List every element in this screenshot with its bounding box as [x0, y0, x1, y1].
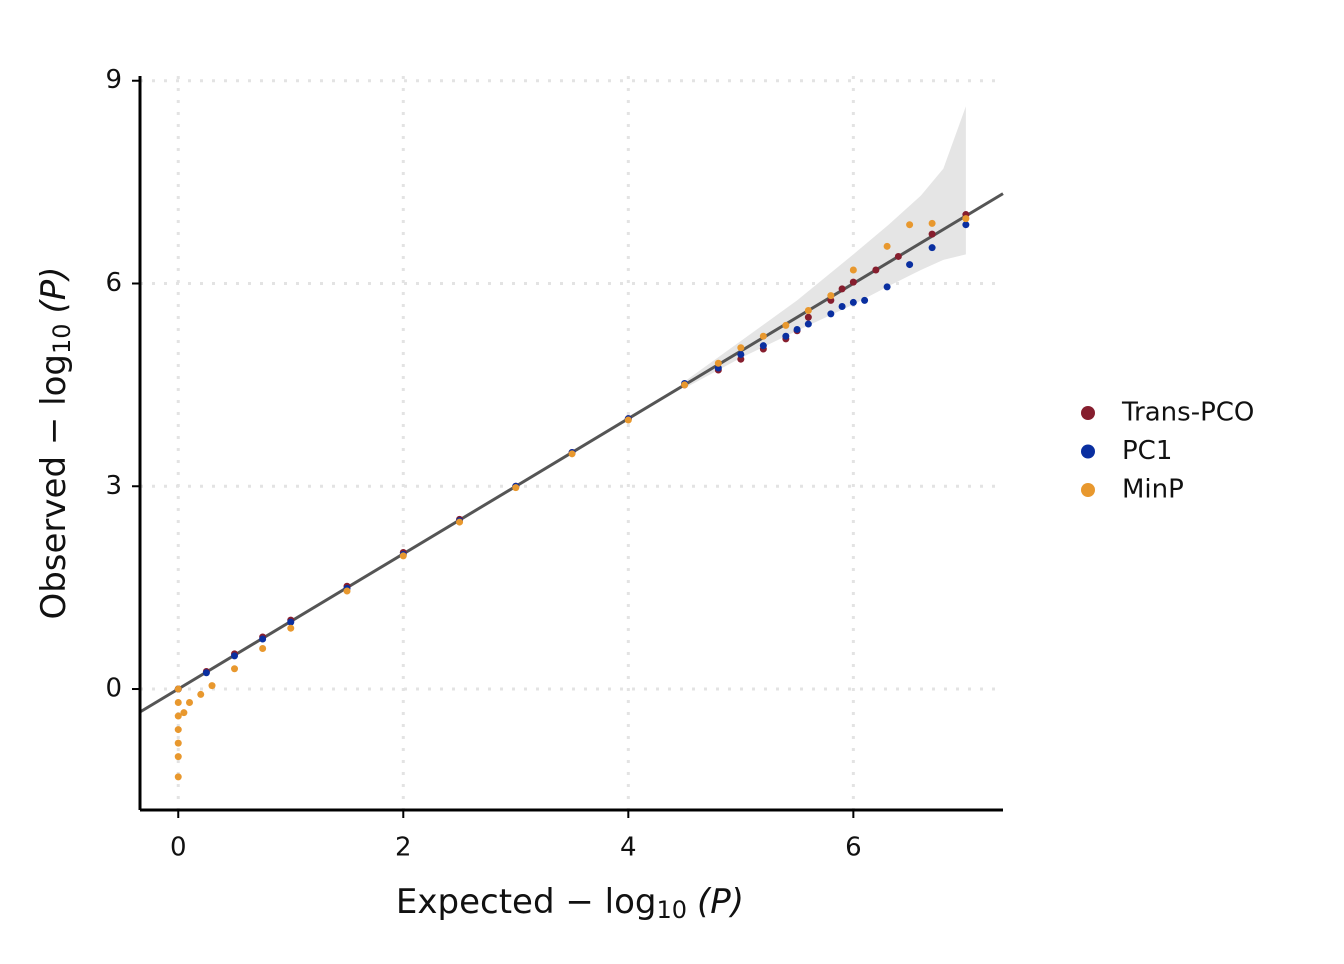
point [894, 252, 902, 260]
x-tick-label: 4 [620, 833, 637, 863]
point [231, 652, 239, 660]
point [231, 665, 239, 673]
x-label-main: Expected − log [396, 882, 657, 922]
point [259, 635, 267, 643]
point [804, 307, 812, 315]
point [793, 325, 801, 333]
legend-marker [1081, 406, 1095, 420]
point [174, 753, 182, 761]
point [287, 624, 295, 632]
y-label-end: (P) [34, 266, 74, 313]
point [259, 644, 267, 652]
x-axis-label: Expected − log10 (P) [396, 882, 744, 925]
y-tick-label: 0 [105, 674, 122, 704]
point [928, 219, 936, 227]
legend-label: Trans-PCO [1121, 398, 1254, 428]
point [186, 699, 194, 707]
legend-marker [1081, 483, 1095, 497]
point [872, 266, 880, 274]
point [838, 302, 846, 310]
point [849, 298, 857, 306]
point [928, 244, 936, 252]
point [737, 350, 745, 358]
point [804, 320, 812, 328]
point [208, 682, 216, 690]
point [180, 709, 188, 717]
legend: Trans-PCO PC1 MinP [1081, 398, 1254, 505]
point [456, 518, 464, 526]
point [849, 266, 857, 274]
x-tick-label: 6 [845, 833, 862, 863]
point [782, 332, 790, 340]
legend-marker [1081, 444, 1095, 459]
x-tick-label: 2 [395, 833, 412, 863]
y-tick-label: 6 [105, 268, 122, 298]
plot: 0 2 4 6 0 3 6 9 [105, 65, 1004, 863]
point [906, 261, 914, 269]
point [906, 221, 914, 229]
point [962, 221, 970, 229]
point [759, 332, 767, 340]
point [827, 292, 835, 300]
y-tick-label: 9 [105, 65, 122, 95]
point [197, 690, 205, 698]
x-label-end: (P) [697, 882, 744, 922]
point [838, 285, 846, 293]
point [174, 712, 182, 720]
x-tick-label: 0 [170, 833, 187, 863]
point [759, 342, 767, 350]
point [512, 484, 520, 492]
point [343, 587, 351, 595]
y-label-sub: 10 [48, 323, 76, 354]
x-label-sub: 10 [656, 896, 687, 924]
point [827, 310, 835, 318]
point [174, 773, 182, 781]
point [568, 450, 576, 458]
legend-label: MinP [1122, 475, 1184, 505]
point [174, 726, 182, 734]
point [804, 313, 812, 321]
y-axis-label: Observed − log10 (P) [34, 266, 77, 619]
point [202, 669, 210, 677]
point [714, 359, 722, 367]
legend-label: PC1 [1122, 436, 1172, 466]
point [883, 242, 891, 250]
point [399, 552, 407, 560]
point [174, 699, 182, 707]
point [681, 381, 689, 389]
point [928, 230, 936, 238]
y-label-main: Observed − log [34, 354, 74, 620]
point [861, 296, 869, 304]
point [174, 685, 182, 693]
point [883, 283, 891, 291]
confidence-band [684, 106, 966, 389]
point [782, 321, 790, 329]
point [849, 278, 857, 286]
y-tick-label: 3 [105, 471, 122, 501]
point [737, 344, 745, 352]
point [287, 618, 295, 626]
point [624, 416, 632, 424]
point [962, 215, 970, 223]
point [174, 739, 182, 747]
